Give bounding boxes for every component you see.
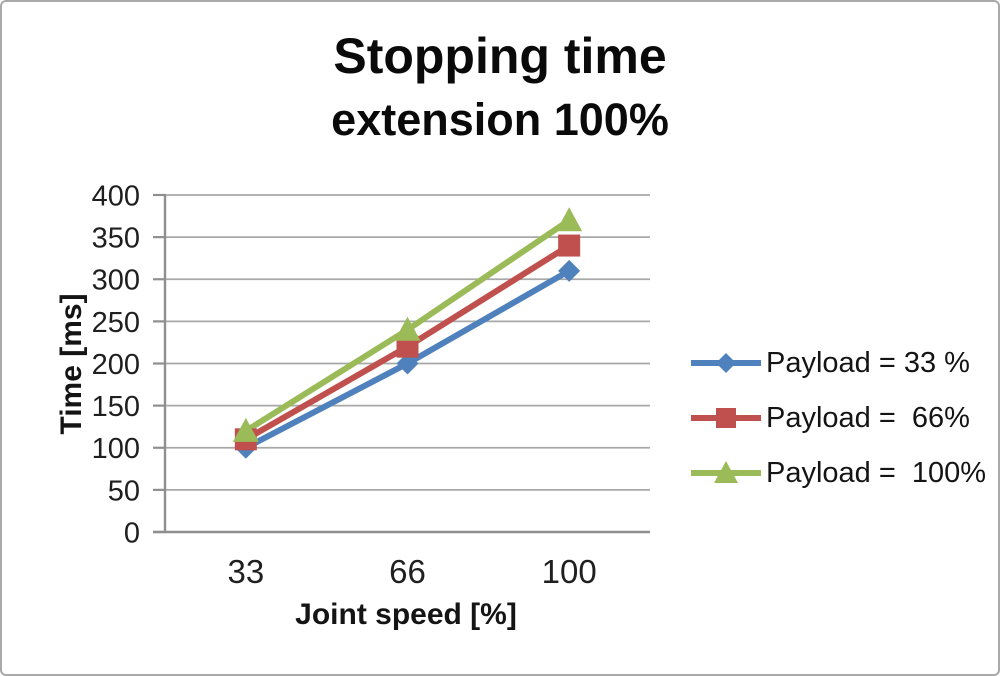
y-tick-label: 250 [92,307,140,339]
y-tick-label: 400 [92,180,140,212]
legend-diamond-icon [691,353,761,373]
y-tick-label: 150 [92,391,140,423]
legend-label: Payload = 33 % [766,346,970,379]
y-tick-label: 200 [92,349,140,381]
x-axis-title: Joint speed [%] [295,598,517,631]
x-tick-label: 66 [389,553,426,590]
y-tick-label: 300 [92,265,140,297]
series-2-triangle-marker [394,316,421,341]
y-tick-label: 100 [92,433,140,465]
legend-label: Payload = 100% [766,456,987,489]
legend: Payload = 33 % Payload = 66% Payload = 100… [690,346,987,489]
legend-marker-diamond-icon [716,353,736,373]
legend-item-1: Payload = 66% [690,401,986,434]
legend-marker-square-icon [716,408,736,428]
series-2-triangle-marker [232,417,259,442]
y-axis-title: Time [ms] [55,293,88,435]
series-0-diamond-marker [558,259,581,282]
legend-item-2: Payload = 100% [690,456,987,489]
y-tick-label: 50 [108,475,140,507]
x-tick-label: 100 [542,553,597,590]
legend-item-0: Payload = 33 % [690,346,986,379]
x-tick-label: 33 [227,553,264,590]
series-2-triangle-marker [556,207,583,232]
legend-marker-triangle-icon [714,461,738,483]
y-tick-label: 350 [92,223,140,255]
legend-triangle-icon [691,461,761,483]
y-tick-label: 0 [124,517,140,549]
chart-title-line2: extension 100% [331,94,669,145]
legend-square-icon [691,408,761,428]
series-0-diamond-marker [396,352,419,375]
chart-title-line1: Stopping time [333,28,667,84]
legend-label: Payload = 66% [766,401,970,434]
series-1-square-marker [396,335,419,358]
series-1-square-marker [558,234,581,257]
